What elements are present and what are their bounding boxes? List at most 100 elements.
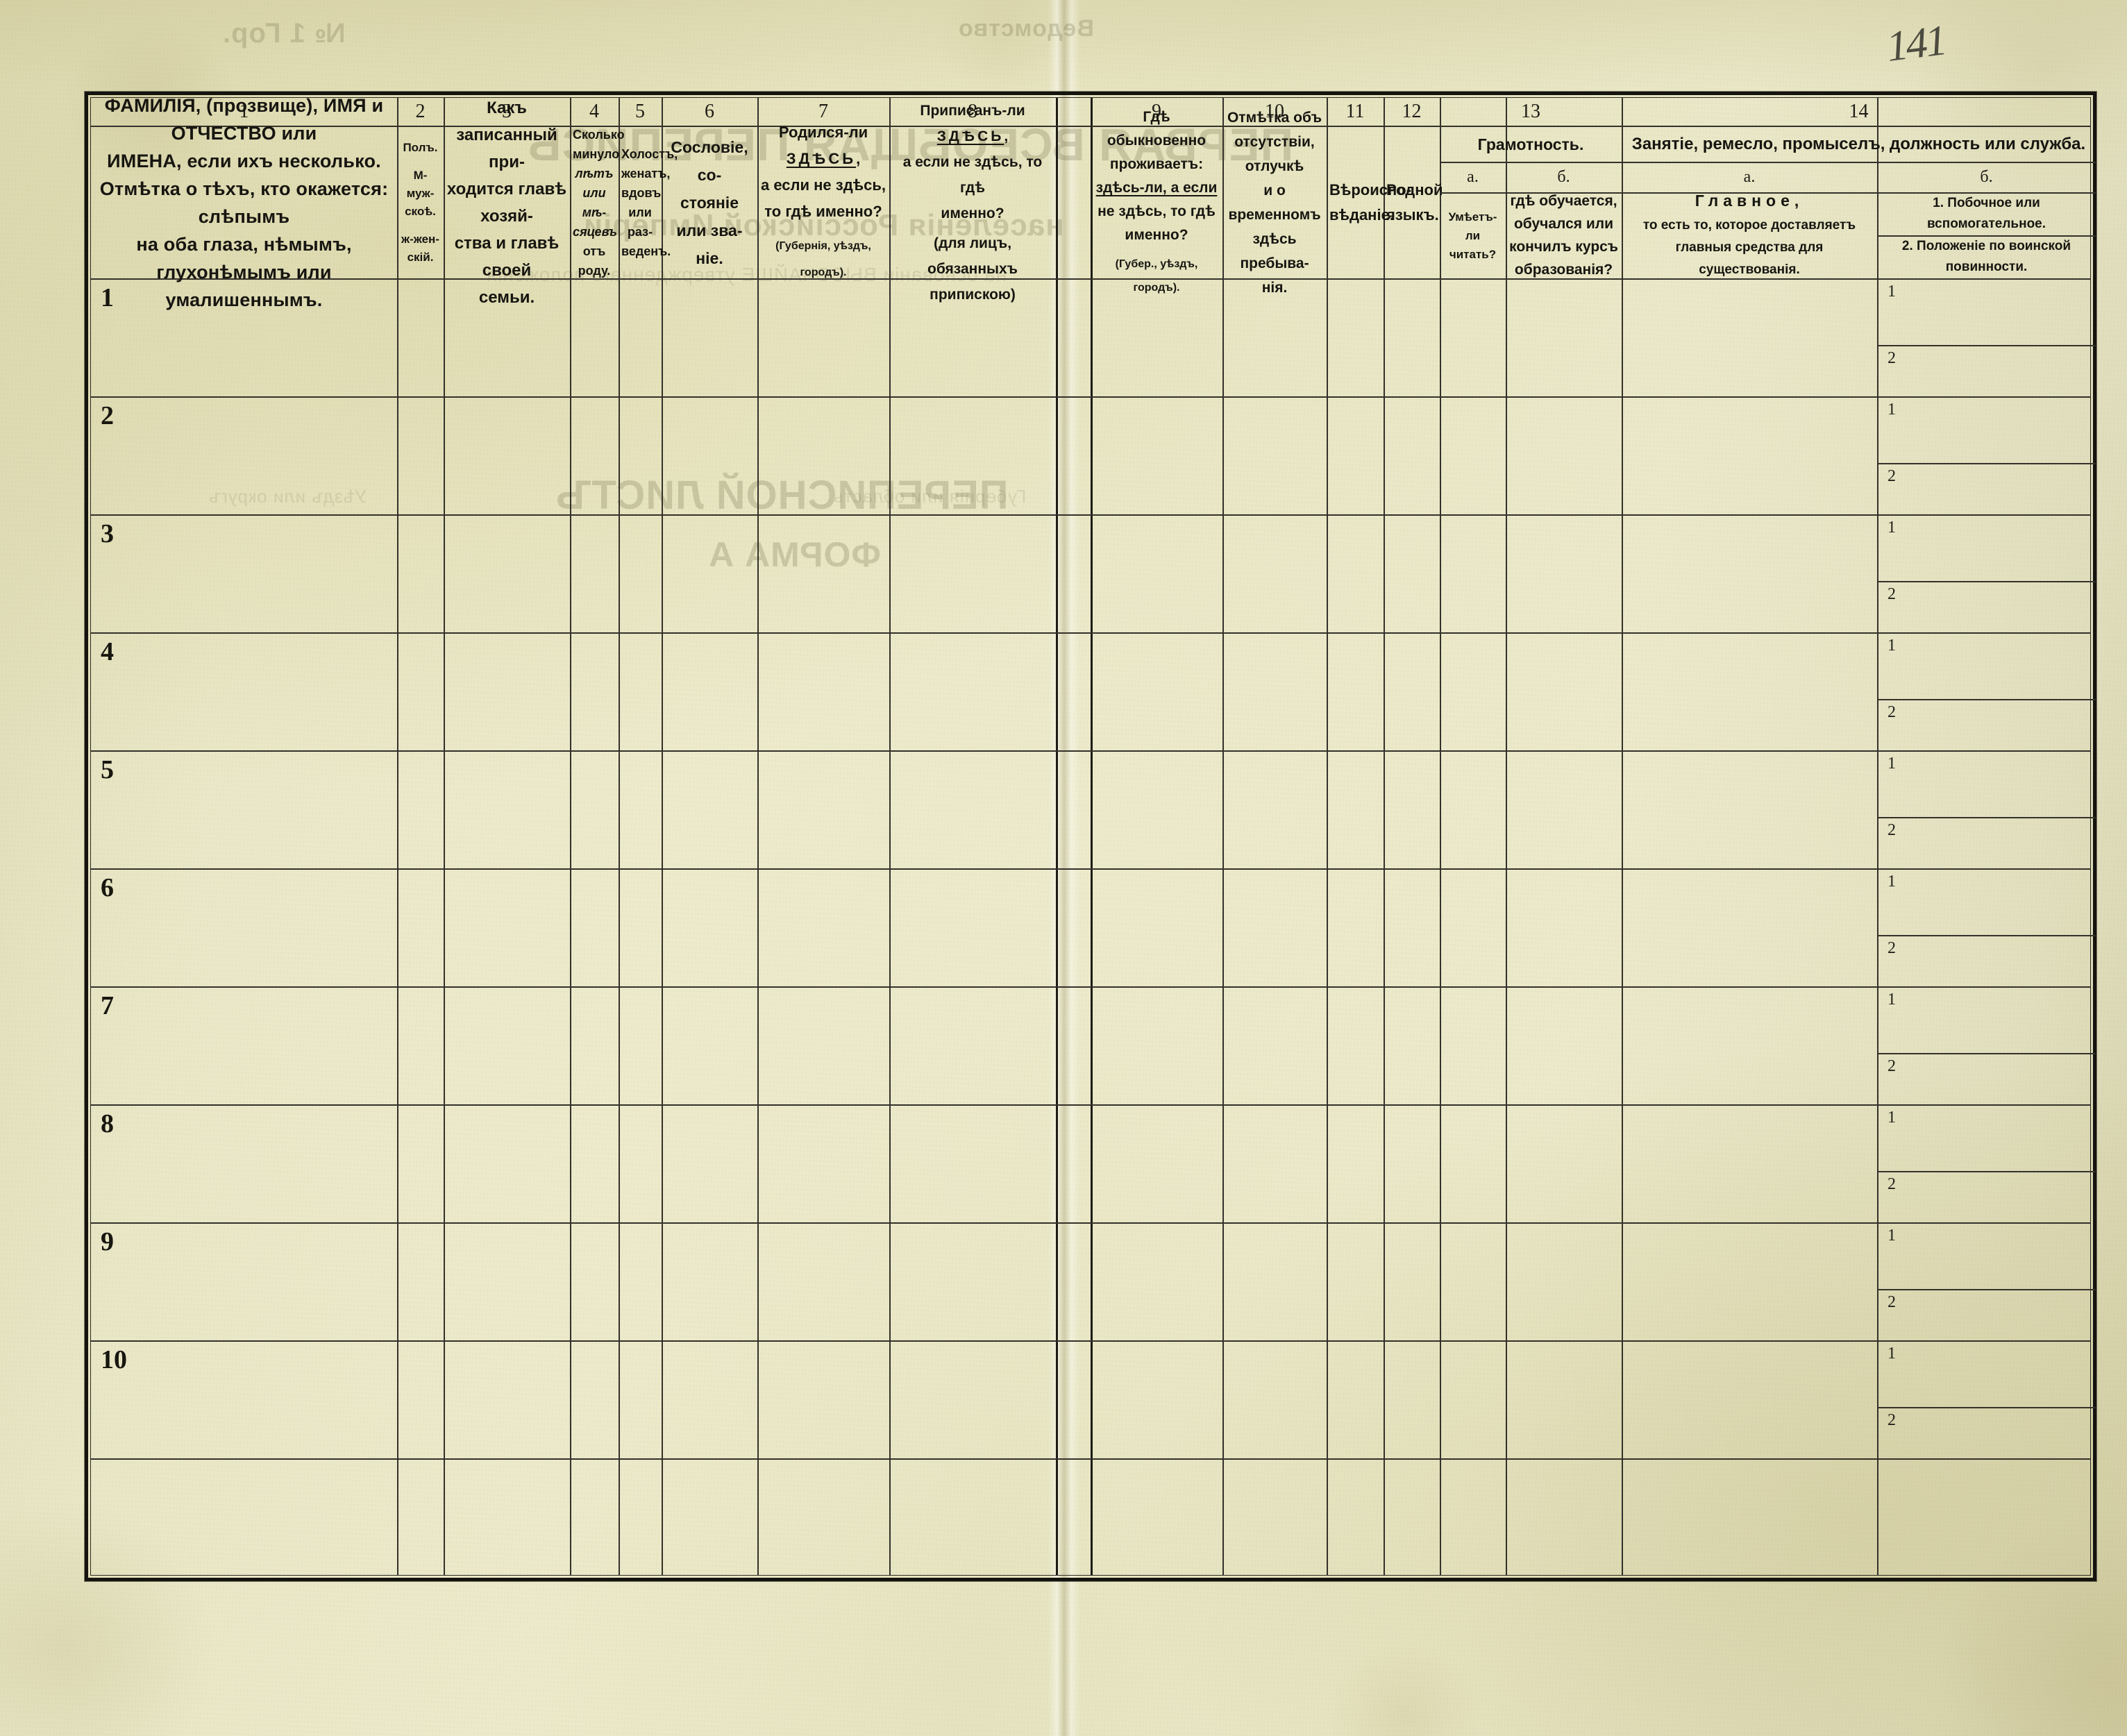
table-cell[interactable] xyxy=(1091,868,1222,986)
table-cell[interactable] xyxy=(1091,632,1222,750)
table-cell[interactable] xyxy=(889,278,1056,396)
table-cell[interactable] xyxy=(1056,986,1091,1104)
table-cell[interactable] xyxy=(757,1104,889,1222)
table-cell[interactable] xyxy=(889,514,1056,632)
table-cell[interactable] xyxy=(1222,750,1327,868)
table-cell[interactable] xyxy=(444,514,570,632)
table-cell[interactable] xyxy=(889,632,1056,750)
table-cell[interactable] xyxy=(1877,986,2096,1104)
table-cell[interactable] xyxy=(662,1340,757,1458)
table-cell[interactable] xyxy=(570,632,619,750)
table-cell[interactable] xyxy=(619,1104,662,1222)
table-cell[interactable] xyxy=(1622,632,1877,750)
table-cell[interactable] xyxy=(1506,396,1622,514)
table-cell[interactable] xyxy=(1091,986,1222,1104)
table-cell[interactable] xyxy=(1091,750,1222,868)
table-cell[interactable] xyxy=(1327,868,1384,986)
table-cell[interactable] xyxy=(444,868,570,986)
table-cell[interactable] xyxy=(397,986,444,1104)
table-cell[interactable] xyxy=(1222,396,1327,514)
table-cell[interactable] xyxy=(91,1222,397,1340)
table-cell[interactable] xyxy=(1056,1340,1091,1458)
table-cell[interactable] xyxy=(1327,514,1384,632)
table-cell[interactable] xyxy=(889,868,1056,986)
table-cell[interactable] xyxy=(757,514,889,632)
table-cell[interactable] xyxy=(397,750,444,868)
table-cell[interactable] xyxy=(91,396,397,514)
table-cell[interactable] xyxy=(1384,396,1440,514)
table-cell[interactable] xyxy=(1384,632,1440,750)
table-cell[interactable] xyxy=(1056,514,1091,632)
table-cell[interactable] xyxy=(619,986,662,1104)
table-cell[interactable] xyxy=(1506,1104,1622,1222)
table-cell[interactable] xyxy=(1877,868,2096,986)
table-cell[interactable] xyxy=(1091,1104,1222,1222)
table-cell[interactable] xyxy=(1622,1222,1877,1340)
table-cell[interactable] xyxy=(570,868,619,986)
table-cell[interactable] xyxy=(570,1222,619,1340)
table-cell[interactable] xyxy=(1622,396,1877,514)
table-cell[interactable] xyxy=(662,986,757,1104)
table-cell[interactable] xyxy=(1327,632,1384,750)
table-cell[interactable] xyxy=(570,1104,619,1222)
table-cell[interactable] xyxy=(1440,1222,1506,1340)
table-cell[interactable] xyxy=(1384,750,1440,868)
table-cell[interactable] xyxy=(1384,1222,1440,1340)
table-cell[interactable] xyxy=(1222,1222,1327,1340)
table-cell[interactable] xyxy=(1056,632,1091,750)
table-cell[interactable] xyxy=(1222,278,1327,396)
table-cell[interactable] xyxy=(1384,278,1440,396)
table-cell[interactable] xyxy=(397,1340,444,1458)
table-cell[interactable] xyxy=(619,278,662,396)
table-cell[interactable] xyxy=(619,1340,662,1458)
table-cell[interactable] xyxy=(662,278,757,396)
table-cell[interactable] xyxy=(757,278,889,396)
table-cell[interactable] xyxy=(889,1340,1056,1458)
table-cell[interactable] xyxy=(662,868,757,986)
table-cell[interactable] xyxy=(1506,632,1622,750)
table-cell[interactable] xyxy=(662,514,757,632)
table-cell[interactable] xyxy=(1506,986,1622,1104)
table-cell[interactable] xyxy=(619,632,662,750)
table-cell[interactable] xyxy=(1327,278,1384,396)
table-cell[interactable] xyxy=(1056,750,1091,868)
table-cell[interactable] xyxy=(662,1104,757,1222)
table-cell[interactable] xyxy=(570,986,619,1104)
table-cell[interactable] xyxy=(444,986,570,1104)
table-cell[interactable] xyxy=(1877,514,2096,632)
table-cell[interactable] xyxy=(1440,278,1506,396)
table-cell[interactable] xyxy=(889,1104,1056,1222)
table-cell[interactable] xyxy=(619,1222,662,1340)
table-cell[interactable] xyxy=(757,986,889,1104)
table-cell[interactable] xyxy=(757,750,889,868)
table-cell[interactable] xyxy=(1327,750,1384,868)
table-cell[interactable] xyxy=(397,868,444,986)
table-cell[interactable] xyxy=(889,986,1056,1104)
table-cell[interactable] xyxy=(1440,396,1506,514)
table-cell[interactable] xyxy=(570,514,619,632)
table-cell[interactable] xyxy=(1327,1222,1384,1340)
table-cell[interactable] xyxy=(1091,1222,1222,1340)
table-cell[interactable] xyxy=(1440,1104,1506,1222)
table-cell[interactable] xyxy=(444,750,570,868)
table-cell[interactable] xyxy=(1622,750,1877,868)
table-cell[interactable] xyxy=(444,1222,570,1340)
table-cell[interactable] xyxy=(1622,868,1877,986)
table-cell[interactable] xyxy=(662,750,757,868)
table-cell[interactable] xyxy=(91,278,397,396)
table-cell[interactable] xyxy=(1440,632,1506,750)
table-cell[interactable] xyxy=(1327,986,1384,1104)
table-cell[interactable] xyxy=(570,1340,619,1458)
table-cell[interactable] xyxy=(1384,1340,1440,1458)
table-cell[interactable] xyxy=(397,396,444,514)
table-cell[interactable] xyxy=(1877,278,2096,396)
table-cell[interactable] xyxy=(757,396,889,514)
table-cell[interactable] xyxy=(1506,278,1622,396)
table-cell[interactable] xyxy=(757,1222,889,1340)
table-cell[interactable] xyxy=(1440,750,1506,868)
table-cell[interactable] xyxy=(1877,1222,2096,1340)
table-cell[interactable] xyxy=(1222,632,1327,750)
table-cell[interactable] xyxy=(889,750,1056,868)
table-cell[interactable] xyxy=(1622,986,1877,1104)
table-cell[interactable] xyxy=(619,396,662,514)
